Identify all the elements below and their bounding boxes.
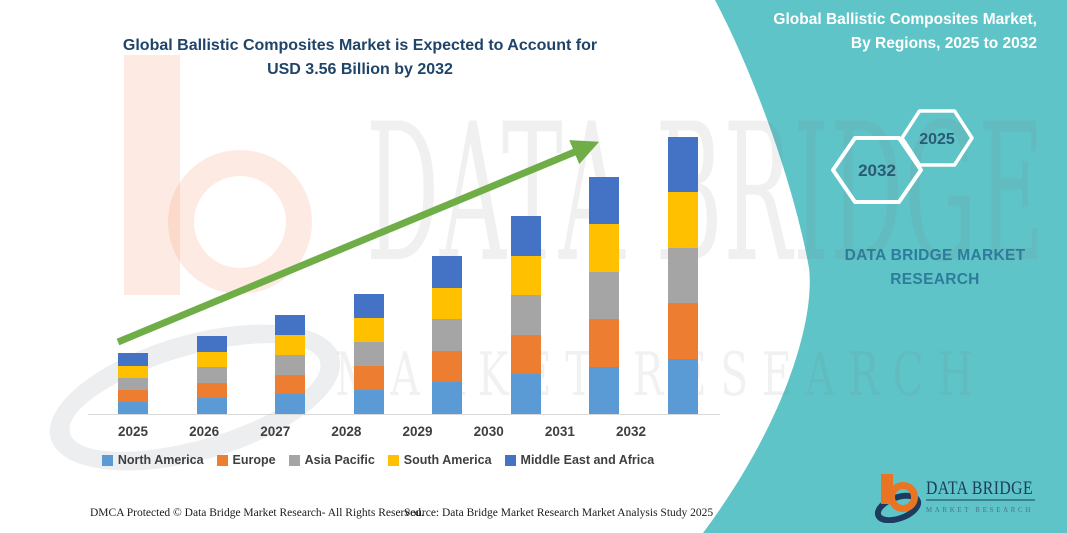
panel-brand-line1: DATA BRIDGE MARKET	[844, 247, 1026, 264]
legend-item: North America	[101, 453, 204, 467]
bar-segment	[589, 319, 620, 367]
x-label: 2028	[331, 424, 362, 439]
bar-segment	[667, 137, 698, 193]
bar-segment	[510, 295, 541, 335]
x-label: 2032	[615, 424, 646, 439]
bar-2027	[275, 315, 306, 414]
bar-segment	[275, 315, 306, 335]
bar-segment	[667, 358, 698, 414]
year-hexagons: 2032 2025	[831, 109, 974, 204]
bar-segment	[589, 224, 620, 272]
bar-segment	[118, 365, 148, 378]
bar-segment	[510, 216, 541, 256]
bar-segment	[118, 353, 148, 366]
legend-item: Middle East and Africa	[504, 453, 655, 467]
logo-b-icon	[874, 474, 922, 523]
bar-2029	[432, 256, 463, 414]
logo-brand-name: DATA BRIDGE	[926, 478, 1033, 499]
bar-segment	[118, 389, 148, 402]
legend-swatch	[288, 454, 300, 466]
bar-segment	[196, 382, 227, 399]
legend-label: North America	[117, 453, 204, 467]
bar-segment	[275, 354, 306, 375]
chart-title-line1: Global Ballistic Composites Market is Ex…	[122, 37, 598, 54]
chart-title: Global Ballistic Composites Market is Ex…	[60, 34, 660, 82]
bar-2032	[667, 137, 698, 414]
legend-label: Asia Pacific	[304, 453, 375, 467]
hexagon-2032-label: 2032	[858, 161, 896, 180]
bar-segment	[432, 382, 463, 414]
panel-brand-line2: RESEARCH	[890, 271, 980, 288]
legend-label: South America	[403, 453, 492, 467]
bar-2028	[353, 294, 384, 414]
bar-segment	[432, 350, 463, 383]
x-label: 2025	[117, 424, 149, 439]
bar-segment	[353, 366, 384, 391]
bar-segment	[510, 255, 541, 296]
bar-segment	[432, 287, 463, 320]
bar-segment	[196, 367, 227, 383]
hexagon-2032	[831, 136, 923, 204]
x-axis-labels: 2025 2026 2027 2028 2029 2030 2031 2032	[88, 424, 668, 439]
legend-item: Europe	[216, 453, 276, 467]
bar-segment	[118, 401, 148, 414]
bar-2025	[118, 353, 148, 414]
bar-segment	[510, 374, 541, 414]
bar-segment	[589, 271, 620, 320]
bar-segment	[196, 351, 227, 368]
bar-segment	[275, 374, 306, 395]
legend-label: Middle East and Africa	[520, 453, 655, 467]
side-panel-title-line1: Global Ballistic Composites Market,	[773, 11, 1037, 28]
chart-title-line2: USD 3.56 Billion by 2032	[267, 61, 453, 78]
footer-dmca-text: DMCA Protected © Data Bridge Market Rese…	[90, 507, 424, 519]
legend-swatch	[216, 454, 228, 466]
bar-chart-plot	[88, 130, 720, 415]
brand-logo: DATA BRIDGE MARKET RESEARCH	[874, 474, 1035, 523]
bar-segment	[353, 390, 384, 414]
x-label: 2027	[260, 424, 291, 439]
x-label: 2030	[473, 424, 504, 439]
bar-segment	[353, 294, 384, 319]
hexagon-2025-label: 2025	[919, 131, 955, 148]
hexagon-2025	[900, 109, 974, 167]
side-panel-title: Global Ballistic Composites Market, By R…	[707, 8, 1037, 56]
side-panel-title-line2: By Regions, 2025 to 2032	[850, 35, 1037, 52]
legend-label: Europe	[232, 453, 276, 467]
bar-segment	[275, 335, 306, 355]
x-label: 2026	[189, 424, 220, 439]
bar-segment	[353, 318, 384, 343]
bar-segment	[118, 377, 148, 390]
bar-segment	[667, 247, 698, 304]
bar-segment	[432, 319, 463, 351]
bar-segment	[196, 336, 227, 352]
bar-segment	[353, 342, 384, 367]
bar-segment	[667, 192, 698, 248]
x-label: 2029	[402, 424, 433, 439]
legend-swatch	[101, 454, 113, 466]
bar-segment	[196, 398, 227, 414]
bar-2026	[196, 336, 227, 414]
legend-swatch	[504, 454, 516, 466]
logo-tagline: MARKET RESEARCH	[926, 505, 1033, 514]
bar-2031	[589, 176, 620, 414]
bar-segment	[432, 256, 463, 288]
bar-segment	[589, 366, 620, 414]
side-panel	[703, 0, 1067, 533]
side-panel-shape	[703, 0, 1067, 533]
bar-2030	[510, 216, 541, 414]
x-label: 2031	[544, 424, 575, 439]
legend-swatch	[387, 454, 399, 466]
bar-segment	[510, 334, 541, 375]
legend-item: Asia Pacific	[288, 453, 375, 467]
bar-segment	[589, 176, 620, 225]
panel-brand-name: DATA BRIDGE MARKET RESEARCH	[803, 244, 1067, 292]
legend-item: South America	[387, 453, 492, 467]
footer-source-text: Source: Data Bridge Market Research Mark…	[404, 507, 714, 519]
bar-segment	[275, 394, 306, 414]
chart-legend: North America Europe Asia Pacific South Ame…	[78, 453, 678, 467]
bar-segment	[667, 303, 698, 359]
